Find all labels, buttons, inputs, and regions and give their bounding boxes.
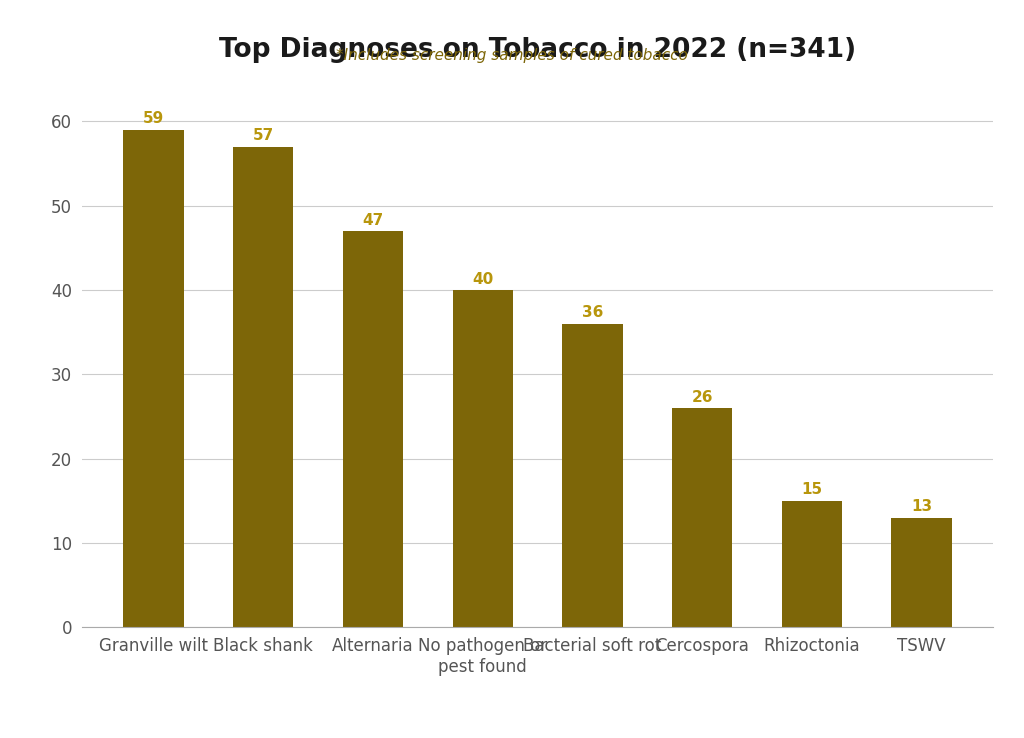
Text: 47: 47 — [362, 213, 384, 227]
Bar — [123, 130, 183, 627]
Text: 36: 36 — [582, 306, 603, 320]
Text: 57: 57 — [253, 128, 273, 143]
Title: Top Diagnoses on Tobacco in 2022 (n=341): Top Diagnoses on Tobacco in 2022 (n=341) — [219, 37, 856, 63]
Text: 40: 40 — [472, 272, 494, 286]
Bar — [892, 517, 952, 627]
Text: 26: 26 — [691, 390, 713, 404]
Text: *Includes screening samples of cured tobacco: *Includes screening samples of cured tob… — [336, 48, 688, 63]
Bar — [672, 408, 732, 627]
Text: 13: 13 — [911, 500, 932, 514]
Bar — [233, 147, 294, 627]
Bar — [781, 501, 842, 627]
Text: 59: 59 — [143, 111, 164, 126]
Bar — [343, 231, 403, 627]
Text: 15: 15 — [802, 483, 822, 497]
Bar — [562, 324, 623, 627]
Bar — [453, 290, 513, 627]
